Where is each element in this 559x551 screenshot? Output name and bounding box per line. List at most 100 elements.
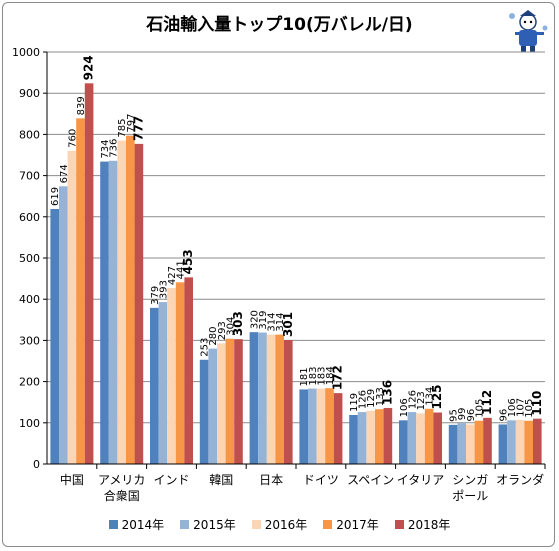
data-label: 393 (158, 280, 169, 299)
bar (524, 420, 533, 464)
data-label: 126 (358, 390, 369, 409)
bar (299, 389, 308, 464)
data-label: 134 (425, 387, 436, 406)
data-label: 107 (516, 398, 527, 417)
bar (383, 407, 393, 464)
y-tick-label: 1000 (12, 46, 40, 59)
bar (266, 334, 276, 464)
legend-swatch (394, 520, 404, 529)
x-category-label: ドイツ (303, 473, 339, 487)
bar (117, 140, 126, 464)
data-label: 99 (457, 407, 468, 420)
data-label: 106 (507, 398, 518, 417)
y-tick-label: 700 (19, 170, 40, 183)
bar (249, 332, 259, 464)
x-category-label: 中国 (60, 472, 84, 487)
bar (407, 412, 417, 464)
data-label: 453 (181, 249, 195, 274)
data-label: 183 (316, 367, 327, 386)
bar (316, 388, 326, 464)
data-label: 777 (131, 116, 145, 141)
data-label: 105 (474, 399, 485, 418)
bar (533, 418, 542, 464)
y-tick-label: 200 (19, 376, 40, 389)
data-label: 106 (399, 398, 410, 417)
legend-item: 2014年 (108, 516, 164, 533)
y-tick-label: 400 (19, 293, 40, 306)
bar (474, 420, 484, 464)
legend-item: 2016年 (251, 516, 307, 533)
bar (184, 277, 193, 464)
legend-swatch (108, 520, 118, 529)
data-label: 123 (416, 391, 427, 410)
legend-label: 2015年 (193, 518, 236, 532)
bar (424, 408, 434, 464)
x-category-label: 日本 (259, 473, 283, 487)
bar (333, 393, 343, 464)
bar (150, 307, 159, 464)
y-tick-label: 0 (33, 458, 40, 471)
data-label: 172 (331, 365, 345, 390)
x-category-label: 合衆国 (104, 488, 140, 503)
y-tick-label: 600 (19, 211, 40, 224)
data-label: 184 (325, 366, 336, 385)
data-label: 129 (366, 389, 377, 408)
data-label: 760 (67, 129, 78, 148)
bar (175, 282, 185, 464)
data-label: 183 (308, 367, 319, 386)
legend-item: 2018年 (394, 516, 451, 533)
data-label: 924 (82, 55, 96, 80)
bar (167, 288, 176, 464)
legend-item: 2017年 (323, 516, 379, 533)
data-label: 96 (466, 409, 477, 422)
legend-swatch (323, 520, 333, 529)
data-label: 112 (480, 390, 494, 415)
data-label: 126 (407, 390, 418, 409)
data-label: 181 (299, 367, 310, 386)
data-label: 95 (449, 409, 460, 422)
bar (208, 348, 217, 464)
data-label: 314 (267, 313, 278, 332)
bar (498, 424, 508, 464)
data-label: 280 (208, 327, 219, 346)
data-label: 125 (430, 384, 444, 409)
data-label: 785 (117, 118, 128, 137)
legend-swatch (180, 520, 190, 529)
x-category-label: スペイン (347, 473, 394, 487)
x-category-label: アメリカ (98, 473, 145, 487)
data-label: 253 (200, 338, 211, 357)
bar (466, 424, 475, 464)
data-label: 304 (225, 317, 236, 336)
bar (275, 334, 284, 464)
bar (375, 409, 384, 464)
bar (59, 186, 68, 464)
bar (258, 332, 267, 464)
bar (126, 135, 135, 465)
data-label: 119 (349, 393, 360, 412)
bar (357, 412, 367, 464)
bar (349, 414, 358, 464)
bar (50, 208, 59, 464)
legend-label: 2018年 (407, 518, 451, 532)
y-tick-label: 100 (19, 417, 40, 430)
data-label: 136 (380, 380, 394, 405)
bar (234, 339, 243, 464)
data-label: 96 (498, 409, 509, 422)
legend-item: 2015年 (180, 516, 236, 533)
bar (448, 424, 458, 464)
bar (67, 150, 77, 464)
data-label: 379 (150, 286, 161, 305)
data-label: 797 (126, 114, 137, 133)
bar (433, 412, 442, 464)
bar (100, 161, 109, 465)
data-label: 674 (59, 164, 70, 183)
y-tick-label: 500 (19, 252, 40, 265)
bar (134, 143, 144, 464)
bar (217, 343, 226, 464)
legend: 2014年 2015年 2016年 2017年 2018年 (0, 516, 559, 533)
x-category-label: イタリア (397, 473, 445, 487)
bar (76, 118, 85, 464)
bar (399, 420, 408, 464)
chart-title: 石油輸入量トップ10(万バレル/日) (146, 15, 413, 35)
x-category-label: ポール (452, 489, 488, 503)
